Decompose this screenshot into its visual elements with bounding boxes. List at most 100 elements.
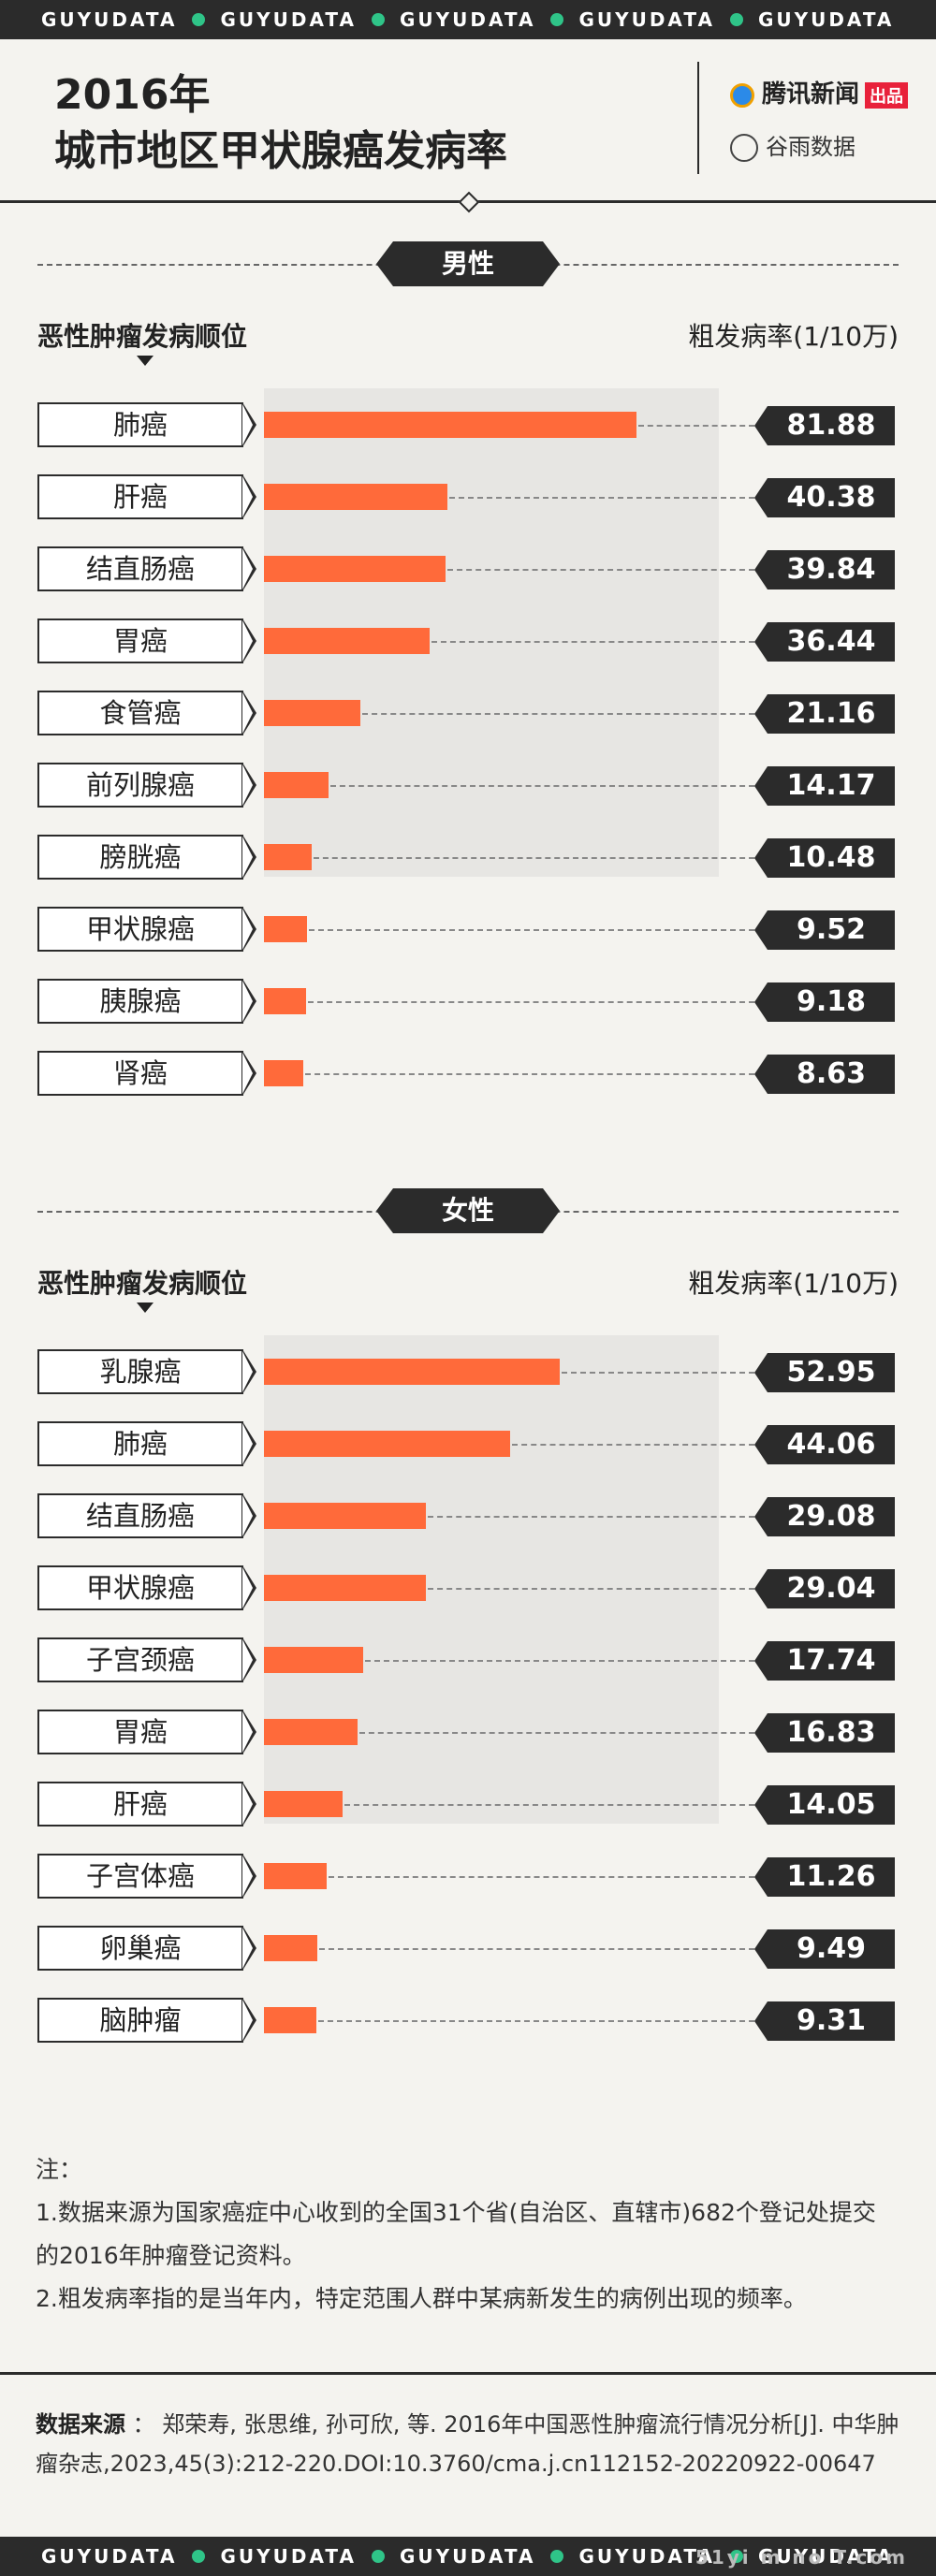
leader-line [365,1660,754,1662]
bottom-banner-stripe: GUYUDATA GUYUDATA GUYUDATA GUYUDATA GUYUDATA… [0,2537,936,2576]
dot-icon [192,2550,206,2563]
tencent-news-logo-icon [730,82,754,108]
stripe-text: GUYUDATA [399,2545,536,2568]
label-pointer [242,1856,253,1897]
bar-row: 肝癌 40.38 [0,473,936,521]
leader-line [309,929,754,931]
header: 2016年 城市地区甲状腺癌发病率 腾讯新闻 出品 谷雨数据 [0,39,936,200]
category-label: 肾癌 [37,1051,256,1096]
bar-row: 卵巢癌 9.49 [0,1924,936,1972]
bar [264,844,312,870]
bar-row: 子宫颈癌 17.74 [0,1636,936,1684]
category-label: 前列腺癌 [37,763,256,808]
rate-column-header: 粗发病率(1/10万) [688,321,899,352]
label-pointer [242,1495,253,1536]
value-label: 39.84 [754,550,895,589]
page-title: 2016年 城市地区甲状腺癌发病率 [54,67,507,180]
source-label: 数据来源 [36,2411,125,2438]
leader-line [562,1372,754,1374]
leader-line [362,713,754,715]
leader-line [308,1001,754,1003]
guyu-logo-icon [730,134,758,162]
bar [264,1935,317,1961]
note-1: 1.数据来源为国家癌症中心收到的全国31个省(自治区、直辖市)682个登记处提交… [36,2199,876,2269]
dot-icon [550,2550,564,2563]
bar [264,412,636,438]
dot-icon [729,13,743,26]
leader-line [449,497,754,499]
tencent-news-tag: 出品 [865,81,909,109]
bar-row: 肾癌 8.63 [0,1049,936,1098]
dot-icon [371,13,385,26]
bar-row: 肺癌 44.06 [0,1419,936,1468]
tencent-news-name: 腾讯新闻 [762,80,860,109]
category-label: 胰腺癌 [37,979,256,1024]
watermark: 51yi m no T.com [695,2546,908,2569]
bar [264,1575,426,1601]
value-label: 9.31 [754,2001,895,2041]
label-pointer [242,981,253,1022]
leader-line [428,1516,754,1518]
label-pointer [242,837,253,878]
stripe-text: GUYUDATA [578,2545,715,2568]
leader-line [330,785,754,787]
header-divider [697,62,699,174]
label-pointer [242,2000,253,2041]
value-label: 81.88 [754,406,895,445]
bar [264,1791,343,1817]
category-label: 结直肠癌 [37,1493,256,1538]
stripe-text: GUYUDATA [41,8,178,31]
bar-row: 肺癌 81.88 [0,400,936,449]
stripe-text: GUYUDATA [757,8,895,31]
value-label: 9.18 [754,982,895,1022]
value-label: 44.06 [754,1425,895,1464]
label-pointer [242,404,253,445]
guyu-name: 谷雨数据 [766,134,856,160]
label-pointer [242,1711,253,1753]
bar [264,556,446,582]
bar-row: 肝癌 14.05 [0,1780,936,1828]
value-label: 14.05 [754,1785,895,1825]
guyu-data-brand: 谷雨数据 [730,128,856,162]
section-label: 男性 [376,241,560,286]
value-label: 8.63 [754,1055,895,1094]
label-pointer [242,1423,253,1464]
bar [264,1863,327,1889]
bar [264,628,430,654]
category-label: 胃癌 [37,619,256,663]
label-pointer [242,476,253,517]
value-label: 14.17 [754,766,895,806]
leader-line [431,641,754,643]
stripe-text-group: GUYUDATA GUYUDATA GUYUDATA GUYUDATA GUYUDATA [41,2545,894,2568]
category-label: 肺癌 [37,1421,256,1466]
data-source: 数据来源 ： 郑荣寿, 张思维, 孙可欣, 等. 2016年中国恶性肿瘤流行情况… [36,2405,906,2483]
leader-line [329,1876,754,1878]
bar-row: 甲状腺癌 29.04 [0,1564,936,1612]
leader-line [318,2020,754,2022]
tencent-news-brand: 腾讯新闻 出品 [730,75,909,109]
leader-line [428,1588,754,1590]
value-label: 9.49 [754,1929,895,1969]
stripe-text: GUYUDATA [757,2545,895,2568]
bar-row: 膀胱癌 10.48 [0,833,936,881]
stripe-text: GUYUDATA [220,8,357,31]
source-text: 郑荣寿, 张思维, 孙可欣, 等. 2016年中国恶性肿瘤流行情况分析[J]. … [36,2411,899,2477]
notes-heading: 注： [36,2156,83,2183]
bar [264,988,306,1014]
category-label: 卵巢癌 [37,1926,256,1971]
label-pointer [242,1351,253,1392]
bar [264,1060,303,1086]
category-label: 甲状腺癌 [37,1565,256,1610]
label-pointer [242,1783,253,1825]
infographic-panel: 2016年 城市地区甲状腺癌发病率 腾讯新闻 出品 谷雨数据 男性 恶性肿瘤发病顺… [0,39,936,2537]
leader-line [319,1948,754,1950]
bar [264,2007,316,2033]
category-label: 肝癌 [37,474,256,519]
stripe-text: GUYUDATA [578,8,715,31]
section-label: 女性 [376,1188,560,1233]
category-label: 结直肠癌 [37,546,256,591]
label-pointer [242,1053,253,1094]
category-label: 脑肿瘤 [37,1998,256,2043]
top-banner-stripe: GUYUDATA GUYUDATA GUYUDATA GUYUDATA GUYUDATA [0,0,936,39]
value-label: 29.04 [754,1569,895,1608]
